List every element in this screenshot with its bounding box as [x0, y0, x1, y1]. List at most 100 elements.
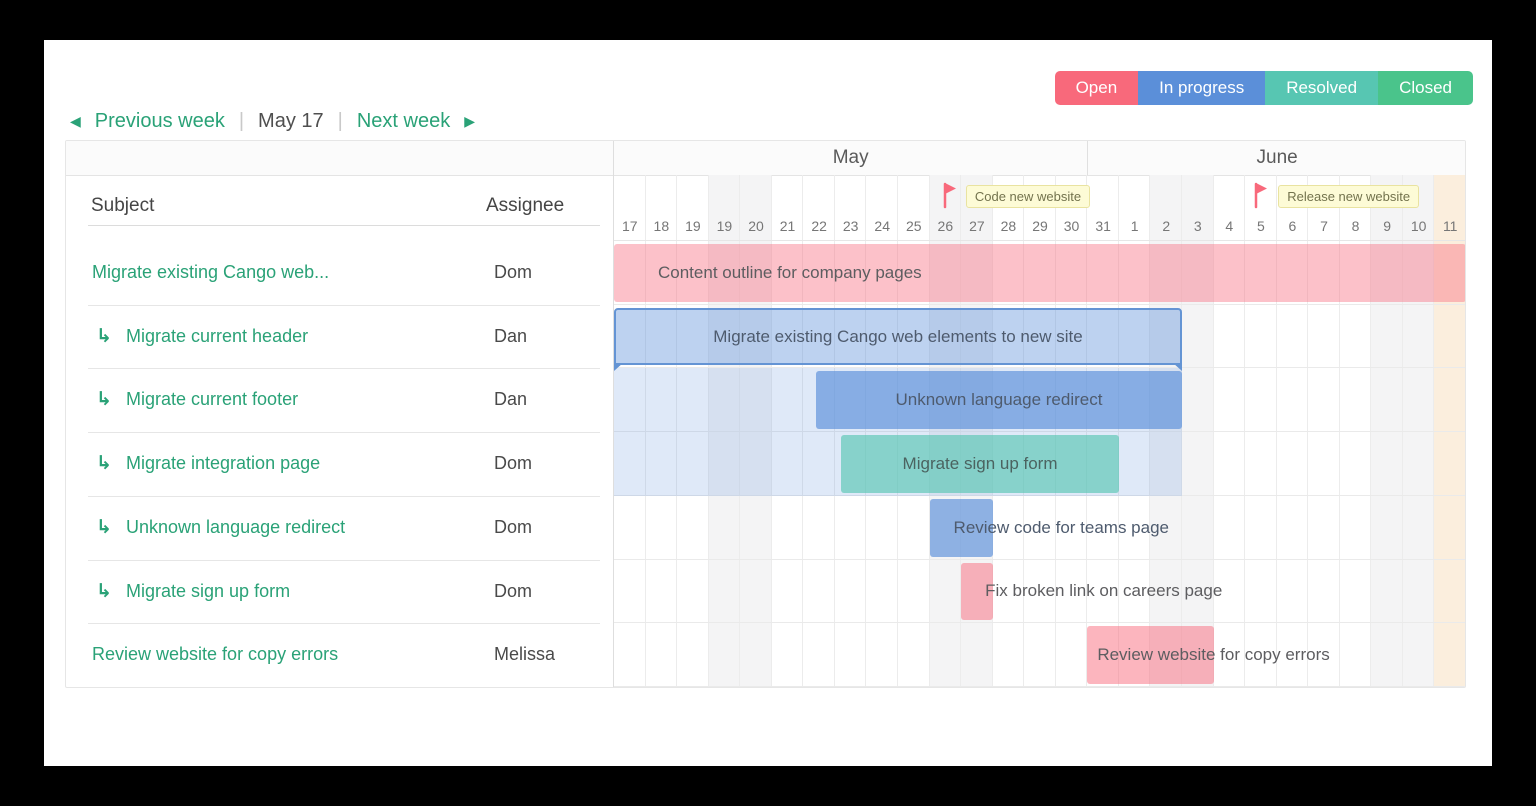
day-column — [866, 175, 898, 687]
day-column — [1087, 175, 1119, 687]
day-column — [835, 175, 867, 687]
table-row-divider — [88, 368, 600, 370]
next-week-link[interactable]: Next week — [356, 110, 451, 132]
day-number: 20 — [748, 218, 764, 234]
subject-link[interactable]: Migrate sign up form — [126, 580, 291, 601]
gantt-bar-in-progress[interactable]: Review code for teams page — [929, 498, 1169, 557]
day-column — [1056, 175, 1088, 687]
chart-row — [614, 305, 1465, 369]
day-number: 19 — [716, 218, 733, 234]
parent-bar-tail — [1173, 363, 1182, 372]
subject-link[interactable]: Migrate current footer — [126, 389, 299, 410]
gantt-bar-open-small[interactable]: Review website for copy errors — [1087, 626, 1330, 684]
day-column — [772, 175, 804, 687]
day-column — [614, 175, 646, 687]
day-column — [1277, 175, 1309, 687]
gantt-bar-open-small[interactable]: Fix broken link on careers page — [961, 562, 1222, 621]
milestone-tooltip: Release new website — [1278, 185, 1420, 208]
day-number: 9 — [1383, 218, 1391, 234]
chart-row — [614, 241, 1465, 305]
table-row-divider — [88, 432, 600, 434]
child-task-arrow-icon: ↳ — [96, 389, 112, 411]
weekend-column — [1150, 175, 1182, 687]
subject-link[interactable]: Unknown language redirect — [126, 516, 346, 537]
chart-row — [614, 560, 1465, 624]
gantt-chart: May June 17 18 19 19 20 21 22 23 24 25 26 27 28 29 30 31 1… — [613, 141, 1465, 687]
day-column — [677, 175, 709, 687]
weekend-column — [1182, 175, 1214, 687]
weekend-column — [1371, 175, 1403, 687]
day-number: 31 — [1095, 218, 1111, 234]
day-number: 26 — [937, 218, 954, 234]
day-column — [1340, 175, 1372, 687]
month-header-may: May — [832, 147, 869, 168]
day-number: 30 — [1063, 218, 1080, 234]
table-row-divider — [88, 495, 600, 497]
day-number: 2 — [1162, 218, 1171, 234]
day-number: 24 — [874, 218, 890, 234]
day-number: 5 — [1256, 218, 1265, 234]
day-column — [1245, 175, 1277, 687]
day-column — [1024, 175, 1056, 687]
nav-separator: | — [238, 110, 245, 132]
day-number: 3 — [1193, 218, 1202, 234]
gantt-bar-label: Fix broken link on careers page — [985, 581, 1223, 601]
today-column — [1434, 175, 1465, 687]
legend-button-resolved[interactable]: Resolved — [1265, 71, 1379, 105]
gantt-page: ◀ Previous week | May 17 | Next week ▶ O… — [44, 40, 1492, 766]
assignee-label: Melissa — [494, 644, 556, 665]
day-number: 27 — [969, 218, 985, 234]
day-number: 17 — [621, 218, 638, 234]
month-header-june: June — [1087, 141, 1465, 175]
assignee-label: Dan — [494, 325, 528, 346]
day-column — [993, 175, 1025, 687]
day-number: 4 — [1225, 218, 1234, 234]
day-number: 29 — [1032, 218, 1048, 234]
next-week-arrow-icon[interactable]: ▶ — [464, 113, 475, 129]
gantt-bar-open[interactable]: Content outline for company pages — [614, 244, 1465, 302]
gantt-bar-parent[interactable]: Migrate existing Cango web elements to n… — [614, 307, 1182, 372]
parent-bar-tail — [614, 363, 623, 372]
day-number: 18 — [653, 218, 670, 234]
child-task-arrow-icon: ↳ — [96, 325, 112, 347]
subject-link[interactable]: Migrate existing Cango web... — [92, 262, 330, 282]
assignee-label: Dom — [494, 453, 533, 474]
nav-separator: | — [337, 110, 343, 132]
chart-row — [614, 496, 1465, 560]
child-task-arrow-icon: ↳ — [96, 516, 112, 538]
day-column — [1214, 175, 1246, 687]
milestone-flag-icon[interactable] — [942, 181, 958, 214]
legend-button-open[interactable]: Open — [1054, 71, 1139, 105]
milestone-tooltip: Code new website — [965, 185, 1091, 208]
gantt-bar-label: Unknown language redirect — [895, 390, 1103, 410]
current-week-date: May 17 — [258, 110, 324, 132]
assignee-label: Dan — [494, 389, 528, 410]
table-row-divider — [88, 623, 600, 625]
gantt-panel: Subject Assignee Migrate existing Cango … — [65, 140, 1466, 688]
day-number: 23 — [842, 218, 859, 234]
table-row-divider — [88, 304, 600, 306]
legend-button-in-progress[interactable]: In progress — [1138, 71, 1266, 105]
milestone-flag-icon[interactable] — [1253, 181, 1269, 214]
day-number: 22 — [811, 218, 827, 234]
day-column — [1119, 175, 1151, 687]
subject-link[interactable]: Migrate integration page — [126, 453, 321, 474]
legend-button-closed[interactable]: Closed — [1378, 71, 1473, 105]
child-task-arrow-icon: ↳ — [96, 453, 112, 475]
weekend-column — [1402, 175, 1435, 687]
day-number: 10 — [1410, 218, 1427, 234]
gantt-bar-in-progress[interactable]: Unknown language redirect — [815, 371, 1182, 430]
previous-week-arrow-icon[interactable]: ◀ — [70, 113, 81, 129]
day-number: 7 — [1320, 218, 1328, 234]
day-column — [898, 175, 930, 687]
subject-link[interactable]: Review website for copy errors — [92, 644, 339, 665]
subject-link[interactable]: Migrate current header — [126, 325, 309, 346]
previous-week-link[interactable]: Previous week — [94, 110, 225, 132]
chart-row — [614, 623, 1465, 687]
status-legend: Open In progress Resolved Closed — [1054, 71, 1473, 105]
assignee-column-header: Assignee — [486, 195, 565, 216]
gantt-bar-resolved[interactable]: Migrate sign up form — [841, 435, 1119, 493]
chart-row — [614, 432, 1465, 496]
weekend-column — [961, 175, 993, 687]
child-task-arrow-icon: ↳ — [96, 580, 112, 602]
